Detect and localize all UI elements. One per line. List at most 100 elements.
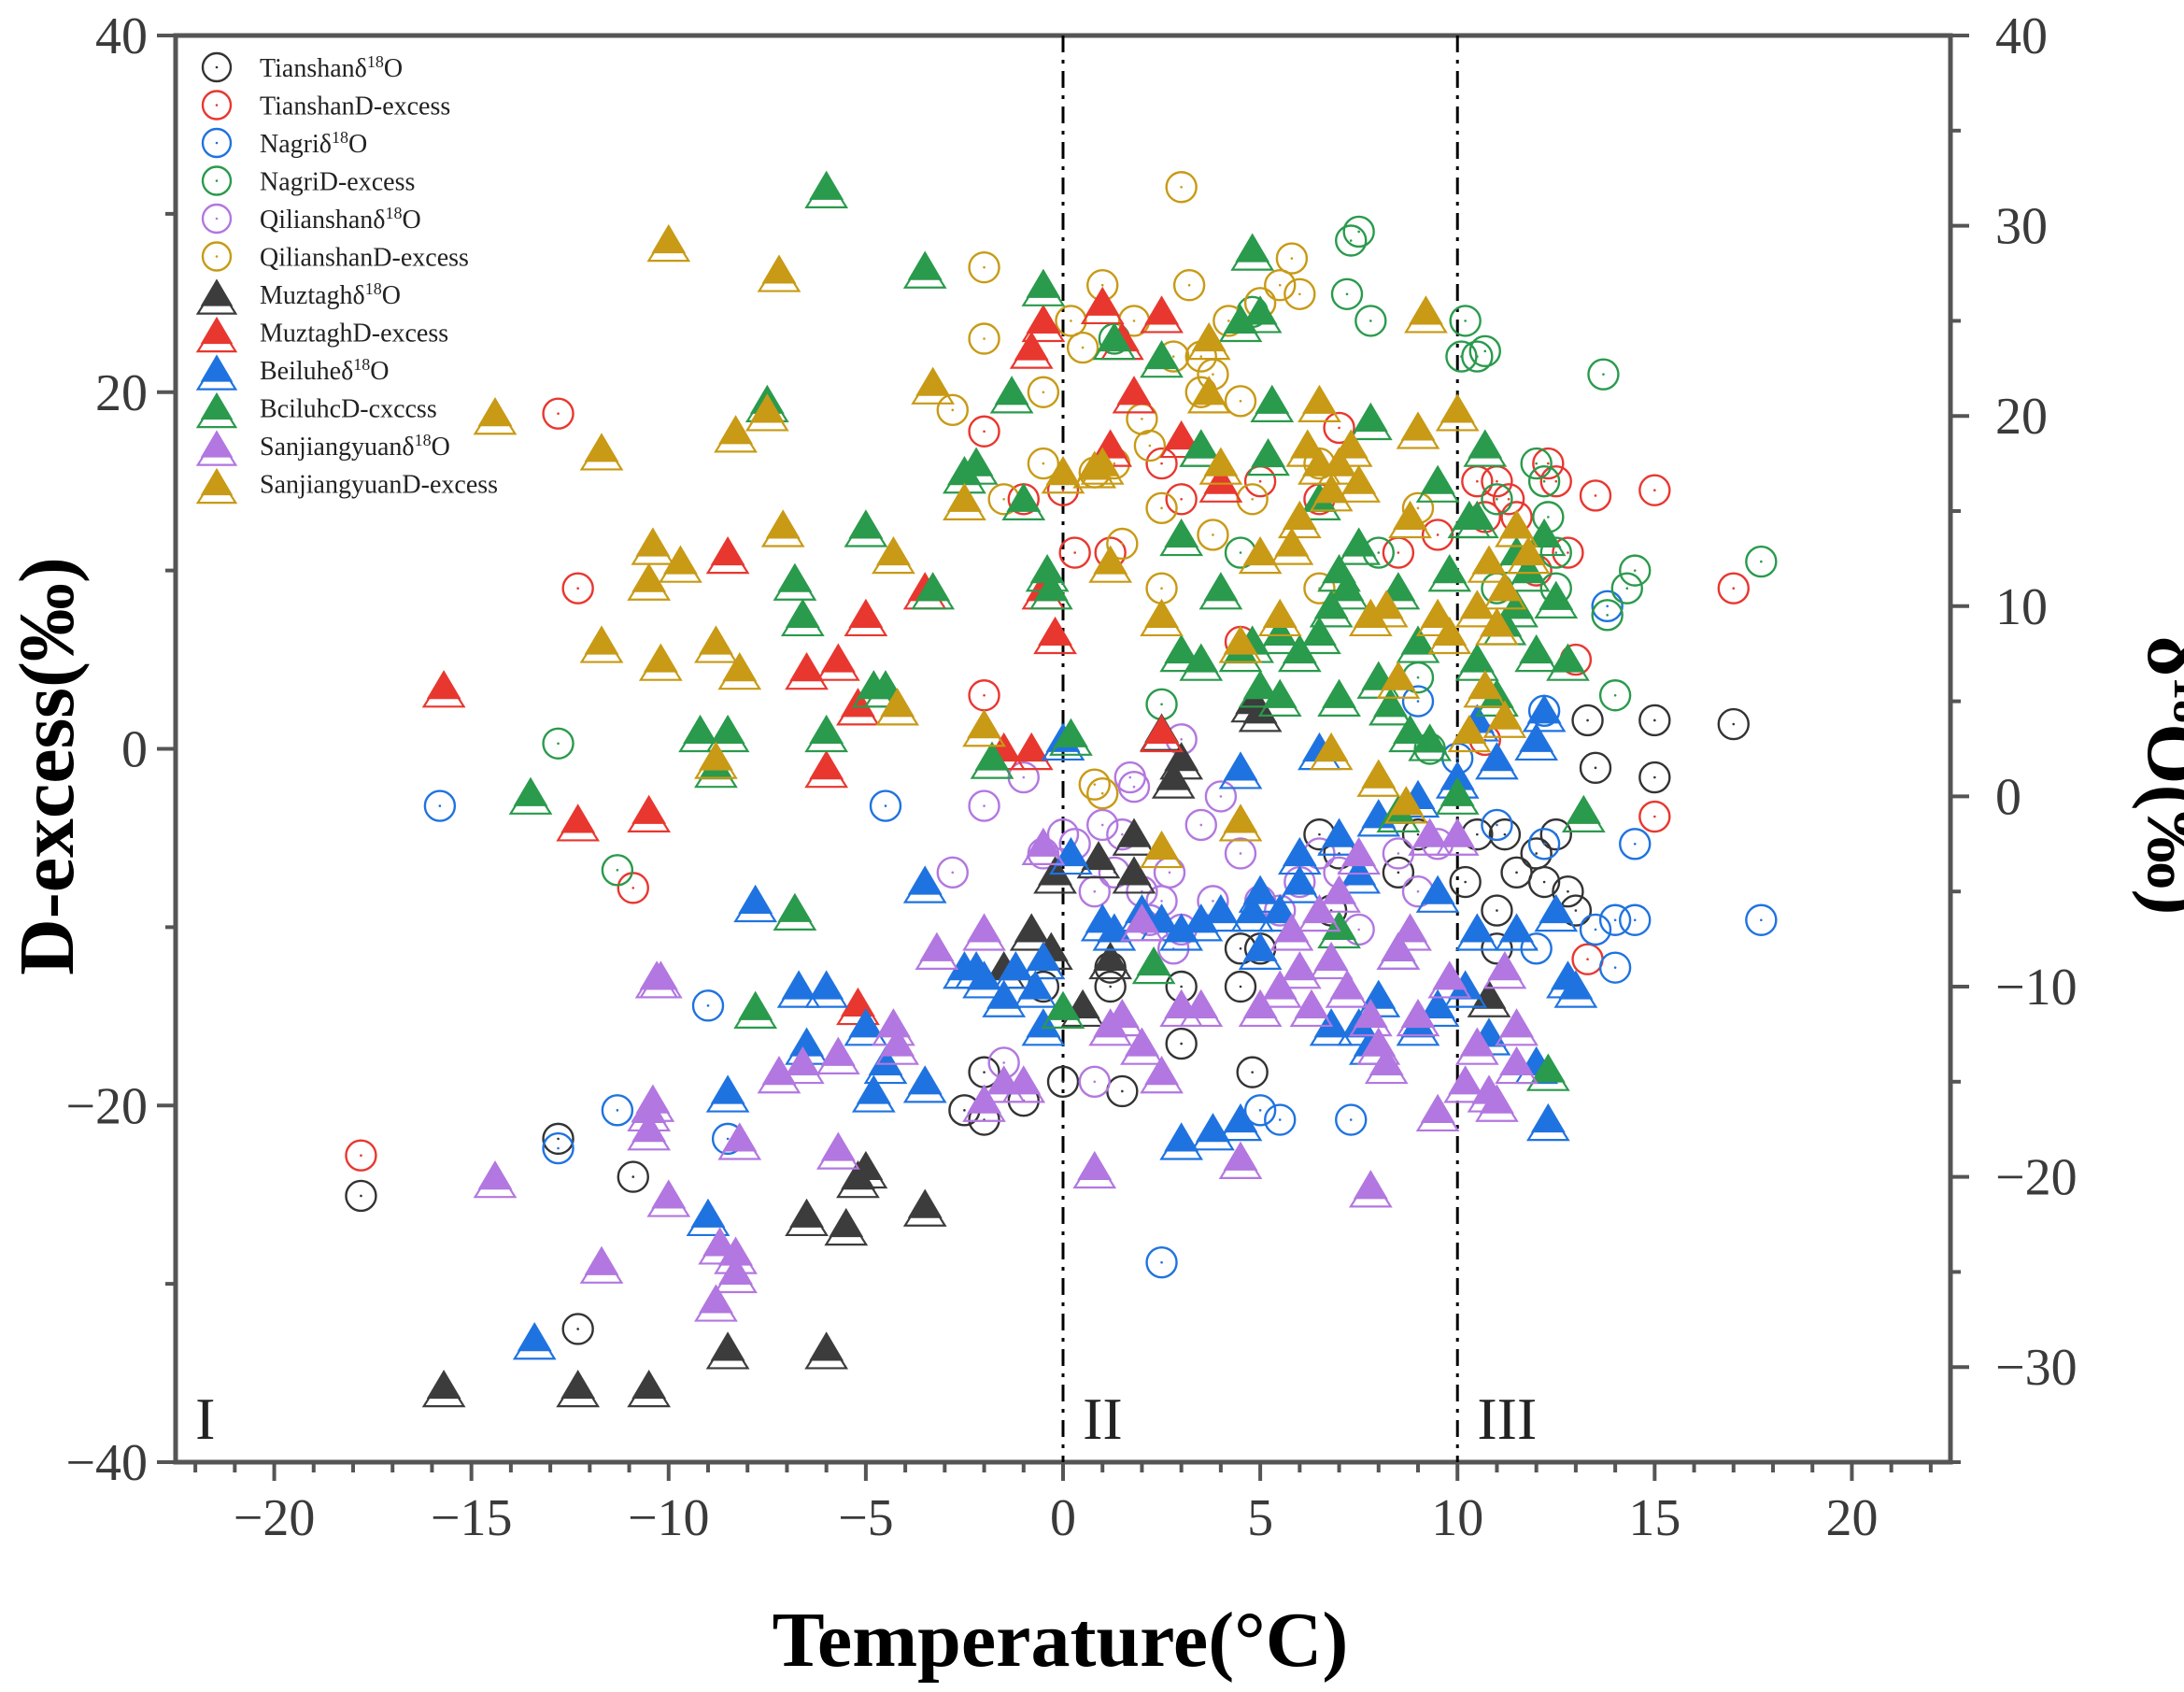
point-1 xyxy=(1717,572,1750,604)
point-2-dot xyxy=(1496,823,1498,827)
point-9-outline xyxy=(1337,530,1382,565)
point-0-dot xyxy=(1653,718,1656,722)
point-9 xyxy=(1045,990,1081,1020)
point-11 xyxy=(1393,500,1427,530)
point-7-outline xyxy=(705,538,750,575)
point-5-dot xyxy=(1148,444,1152,448)
y2-axis-title-prefix: δ xyxy=(2131,636,2184,677)
point-10 xyxy=(718,1236,753,1266)
point-11 xyxy=(1388,786,1424,816)
point-10-outline xyxy=(1120,1030,1164,1065)
point-7 xyxy=(1164,419,1199,450)
point-8-outline xyxy=(776,973,821,1008)
point-3 xyxy=(1461,340,1494,373)
legend-label-2: Nagriδ18O xyxy=(260,128,367,159)
point-5 xyxy=(1236,483,1269,516)
point-0-dot xyxy=(1318,832,1321,836)
point-5 xyxy=(1078,768,1111,801)
point-1-dot xyxy=(1594,494,1597,497)
point-4 xyxy=(1224,837,1257,870)
point-10-outline xyxy=(1364,1048,1409,1085)
point-11-outline xyxy=(1298,387,1341,422)
point-9 xyxy=(1242,670,1278,700)
point-9 xyxy=(1459,500,1495,530)
x-tick-label: −10 xyxy=(628,1489,710,1547)
point-7 xyxy=(848,598,884,628)
point-1 xyxy=(1492,483,1525,516)
point-9-outline xyxy=(1140,342,1184,378)
point-2 xyxy=(423,789,457,822)
legend-label-tail: O xyxy=(370,357,389,386)
point-9-outline xyxy=(1028,575,1073,610)
point-9-outline xyxy=(1317,556,1361,592)
point-5-dot xyxy=(1141,418,1143,420)
point-7-outline xyxy=(1140,717,1184,753)
point-7-outline xyxy=(1009,734,1054,771)
point-8-outline xyxy=(1257,896,1302,932)
point-3-dot xyxy=(1554,551,1558,554)
point-10 xyxy=(1353,1170,1388,1200)
point-10 xyxy=(1499,1008,1534,1038)
point-7 xyxy=(631,794,667,824)
point-10 xyxy=(1480,1084,1514,1114)
point-9-outline xyxy=(1317,681,1361,717)
legend-label-text: MuztaghD-excess xyxy=(260,320,448,348)
point-9 xyxy=(1136,946,1171,976)
y2-tick-label: 30 xyxy=(1995,198,2048,256)
point-9-outline xyxy=(1218,636,1263,673)
point-10 xyxy=(1369,1045,1404,1076)
point-7 xyxy=(1203,464,1239,494)
point-7-outline xyxy=(421,673,466,708)
point-7-outline xyxy=(1080,289,1125,325)
point-3 xyxy=(1598,679,1632,712)
point-9-outline xyxy=(694,752,738,789)
point-11-outline xyxy=(745,396,789,432)
point-9 xyxy=(1029,554,1065,584)
point-8 xyxy=(781,970,816,1000)
point-1-dot xyxy=(631,887,635,889)
point-8-outline xyxy=(1396,1011,1440,1046)
legend-label-9: BciluhcD-cxccss xyxy=(260,395,437,424)
legend-marker-8 xyxy=(200,354,234,382)
point-11 xyxy=(1085,447,1120,476)
point-5 xyxy=(1133,429,1167,462)
point-5 xyxy=(1264,269,1297,302)
y2-axis-title-suffix: O(‰) xyxy=(2131,723,2184,915)
point-3-dot xyxy=(1416,675,1420,679)
legend-label-11: SanjiangyuanD-excess xyxy=(260,471,498,500)
point-8 xyxy=(907,865,943,895)
point-9-outline xyxy=(1522,520,1567,557)
point-1-dot xyxy=(1653,489,1656,492)
point-11 xyxy=(1313,732,1349,762)
point-5 xyxy=(1106,527,1139,561)
point-5 xyxy=(1303,572,1336,604)
point-4-dot xyxy=(1180,738,1183,741)
point-11 xyxy=(1302,384,1337,414)
point-8 xyxy=(1223,1102,1258,1133)
point-2-dot xyxy=(1160,1260,1163,1264)
point-0 xyxy=(1488,818,1522,851)
point-2-dot xyxy=(1613,966,1617,969)
point-4 xyxy=(1078,1065,1111,1099)
point-0 xyxy=(1449,865,1482,899)
legend-marker-0-dot xyxy=(215,65,219,69)
point-9 xyxy=(1566,794,1601,824)
region-label-I: I xyxy=(195,1386,215,1452)
point-1-dot xyxy=(1732,587,1736,590)
point-10 xyxy=(1412,818,1448,847)
point-7-outline xyxy=(785,654,829,690)
point-7-outline xyxy=(1198,467,1243,503)
point-0-dot xyxy=(557,1137,560,1141)
point-8-outline xyxy=(1080,906,1125,942)
point-11-outline xyxy=(579,435,624,471)
point-3-dot xyxy=(1606,614,1609,617)
point-10-outline xyxy=(875,1030,920,1065)
point-8 xyxy=(1448,970,1483,1000)
point-9-outline xyxy=(1159,520,1204,557)
point-4 xyxy=(968,789,1000,822)
point-5-dot xyxy=(1100,791,1104,795)
point-10-outline xyxy=(1179,991,1224,1028)
point-3-dot xyxy=(1542,479,1546,483)
point-11-outline xyxy=(911,369,956,405)
point-11 xyxy=(1468,670,1503,700)
